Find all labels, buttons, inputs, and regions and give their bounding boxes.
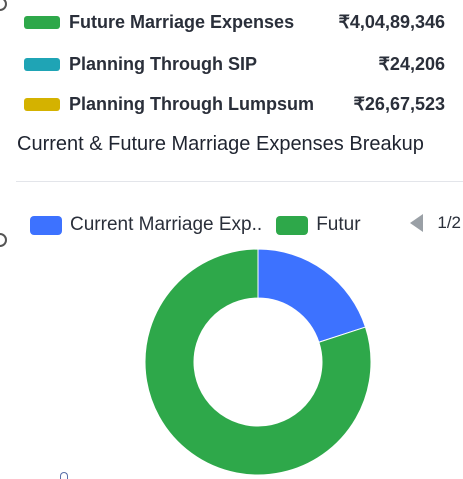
legend-swatch-current <box>30 215 62 235</box>
legend-label-future: Futur <box>316 214 361 235</box>
future-expenses-label: Future Marriage Expenses <box>69 11 295 32</box>
legend-pager: 1/2 <box>410 213 461 233</box>
future-expenses-value: ₹4,04,89,346 <box>338 11 445 32</box>
donut-slice-current[interactable] <box>257 248 367 343</box>
summary-row-sip: Planning Through SIP ₹24,206 <box>24 52 445 76</box>
legend-item-current[interactable]: Current Marriage Exp.. <box>30 214 262 236</box>
sip-label: Planning Through SIP <box>69 53 257 74</box>
legend-item-future[interactable]: Futur <box>276 214 361 236</box>
summary-row-lumpsum: Planning Through Lumpsum ₹26,67,523 <box>24 92 445 116</box>
legend-prev-arrow-icon[interactable] <box>410 214 424 232</box>
left-edge-circle-mid <box>0 233 7 247</box>
lumpsum-label: Planning Through Lumpsum <box>69 93 314 114</box>
chart-title: Current & Future Marriage Expenses Break… <box>17 133 424 155</box>
sip-value: ₹24,206 <box>378 53 445 74</box>
donut-slice-future[interactable] <box>144 248 372 476</box>
sip-swatch <box>24 57 60 71</box>
left-edge-circle-top <box>0 0 7 11</box>
lumpsum-value: ₹26,67,523 <box>353 93 445 114</box>
section-divider <box>16 181 463 182</box>
corner-partial-icon <box>60 472 68 479</box>
lumpsum-swatch <box>24 97 60 111</box>
chart-legend: Current Marriage Exp.. Futur <box>30 211 463 239</box>
summary-row-future-expenses: Future Marriage Expenses ₹4,04,89,346 <box>24 10 445 34</box>
future-expenses-swatch <box>24 15 60 29</box>
legend-swatch-future <box>276 215 309 235</box>
legend-label-current: Current Marriage Exp.. <box>70 214 263 235</box>
legend-page-indicator: 1/2 <box>437 213 461 232</box>
